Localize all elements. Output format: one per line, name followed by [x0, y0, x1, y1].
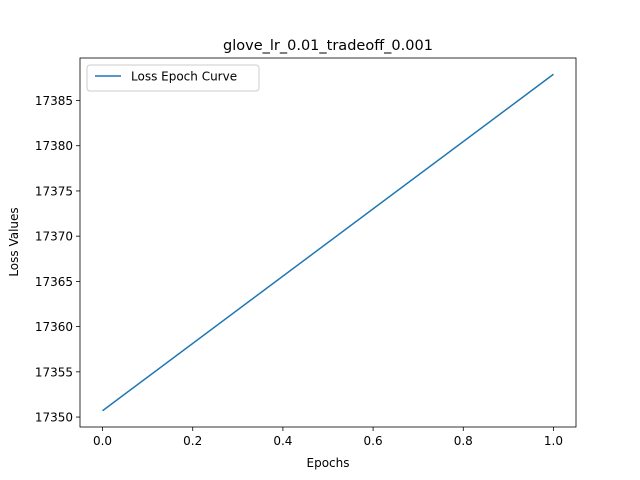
- x-tick-label: 0.4: [273, 434, 292, 448]
- legend: Loss Epoch Curve: [86, 64, 260, 92]
- y-tick-label: 17375: [35, 184, 73, 198]
- x-axis-ticks: 0.0 0.2 0.4 0.6 0.8 1.0: [93, 427, 563, 448]
- y-tick-label: 17370: [35, 230, 73, 244]
- y-tick-label: 17350: [35, 411, 73, 425]
- legend-label: Loss Epoch Curve: [131, 70, 237, 84]
- y-tick-label: 17355: [35, 365, 73, 379]
- y-tick-label: 17365: [35, 275, 73, 289]
- y-tick-label: 17380: [35, 139, 73, 153]
- x-tick-label: 0.6: [364, 434, 383, 448]
- x-tick-label: 0.8: [454, 434, 473, 448]
- x-tick-label: 0.2: [183, 434, 202, 448]
- y-tick-label: 17360: [35, 320, 73, 334]
- legend-box: [86, 64, 260, 92]
- chart-title: glove_lr_0.01_tradeoff_0.001: [223, 38, 433, 54]
- x-axis-title: Epochs: [307, 456, 350, 470]
- y-tick-label: 17385: [35, 94, 73, 108]
- plot-frame: [79, 57, 577, 428]
- x-tick-label: 0.0: [93, 434, 112, 448]
- y-axis-ticks: 17350 17355 17360 17365 17370 17375 17380 17385: [35, 94, 80, 425]
- series-layer: [102, 73, 554, 412]
- series-line-loss-epoch-curve: [102, 73, 554, 412]
- y-axis-title: Loss Values: [7, 207, 21, 276]
- x-tick-label: 1.0: [544, 434, 563, 448]
